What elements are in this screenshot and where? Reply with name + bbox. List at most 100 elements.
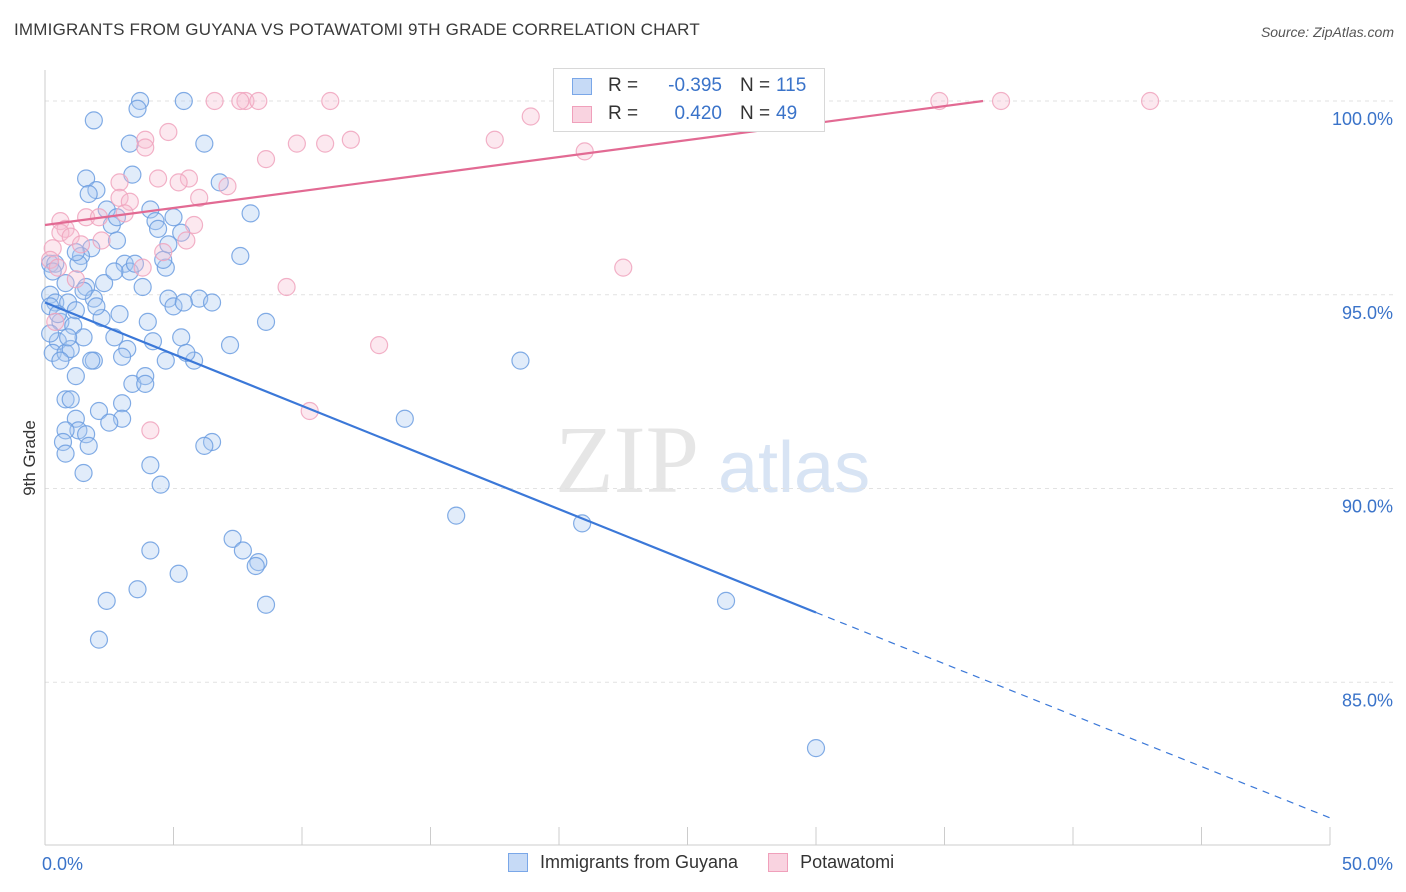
point-guyana: [241, 204, 260, 223]
y-tick-label: 95.0%: [1342, 303, 1393, 323]
point-guyana: [56, 274, 75, 293]
point-guyana: [61, 339, 80, 359]
point-potawatomi: [521, 107, 540, 126]
point-guyana: [120, 134, 139, 153]
point-potawatomi: [159, 122, 178, 142]
point-potawatomi: [277, 277, 296, 297]
legend-n-label: N =: [740, 103, 771, 124]
point-guyana: [136, 367, 155, 386]
point-guyana: [74, 328, 93, 347]
legend-item-potawatomi[interactable]: Potawatomi: [768, 852, 894, 873]
watermark: ZIP atlas: [555, 406, 870, 513]
point-potawatomi: [370, 336, 389, 355]
point-potawatomi: [256, 150, 276, 169]
point-potawatomi: [205, 91, 224, 111]
point-potawatomi: [169, 173, 188, 192]
point-guyana: [806, 739, 826, 758]
point-guyana: [56, 444, 75, 463]
point-potawatomi: [316, 134, 335, 153]
legend-r-value: -0.395: [668, 75, 722, 96]
legend-item-guyana[interactable]: Immigrants from Guyana: [508, 852, 738, 873]
point-potawatomi: [71, 235, 91, 254]
point-potawatomi: [41, 250, 60, 269]
legend-label-guyana: Immigrants from Guyana: [540, 852, 739, 872]
point-potawatomi: [249, 91, 268, 111]
point-guyana: [256, 312, 276, 331]
point-guyana: [151, 475, 170, 494]
point-guyana: [143, 332, 163, 351]
point-guyana: [110, 305, 129, 324]
legend-r-label: R =: [608, 103, 639, 124]
chart-title: IMMIGRANTS FROM GUYANA VS POTAWATOMI 9TH…: [14, 20, 700, 39]
x-tick-label: 0.0%: [42, 854, 83, 874]
point-potawatomi: [218, 177, 237, 196]
point-guyana: [56, 390, 75, 409]
point-guyana: [77, 169, 96, 188]
point-potawatomi: [51, 223, 70, 242]
point-guyana: [112, 394, 132, 413]
trend-line-potawatomi: [44, 99, 984, 227]
point-guyana: [87, 297, 106, 316]
axes: [44, 70, 1331, 846]
point-guyana: [64, 316, 83, 335]
point-guyana: [195, 134, 214, 153]
point-guyana: [195, 436, 214, 455]
point-guyana: [53, 432, 73, 452]
point-guyana: [66, 301, 85, 320]
point-guyana: [141, 541, 160, 560]
point-guyana: [89, 630, 109, 649]
point-potawatomi: [341, 130, 360, 149]
legend-swatch-potawatomi: [572, 105, 592, 123]
legend-r-label: R =: [608, 75, 639, 96]
watermark-atlas: atlas: [718, 428, 870, 508]
stats-legend: R = -0.395 N = 115 R = 0.420 N = 49: [553, 68, 825, 132]
chart-source: Source: ZipAtlas.com: [1260, 24, 1394, 40]
point-guyana: [79, 184, 98, 204]
y-axis-title: 9th Grade: [20, 420, 39, 496]
point-potawatomi: [66, 270, 85, 289]
point-potawatomi: [321, 91, 340, 111]
trend-line-guyana: [44, 301, 817, 614]
point-guyana: [148, 219, 168, 238]
point-potawatomi: [575, 142, 594, 161]
point-potawatomi: [136, 138, 155, 157]
point-guyana: [141, 456, 160, 475]
legend-label-potawatomi: Potawatomi: [800, 852, 895, 872]
point-guyana: [97, 591, 116, 610]
point-guyana: [92, 308, 111, 328]
point-guyana: [138, 312, 157, 331]
legend-n-value: 49: [776, 103, 798, 124]
legend-swatch-guyana: [508, 853, 528, 872]
point-guyana: [41, 324, 60, 343]
point-guyana: [174, 293, 193, 312]
y-tick-label: 85.0%: [1342, 690, 1393, 710]
point-guyana: [95, 274, 114, 293]
point-potawatomi: [231, 91, 250, 111]
point-guyana: [56, 421, 75, 440]
legend-swatch-guyana: [572, 77, 592, 95]
watermark-zip: ZIP: [555, 406, 699, 513]
point-guyana: [202, 293, 222, 312]
point-guyana: [511, 351, 530, 370]
trend-lines: [44, 99, 1331, 819]
point-potawatomi: [179, 169, 199, 188]
point-guyana: [77, 425, 96, 444]
point-potawatomi: [141, 421, 160, 440]
point-guyana: [107, 231, 127, 250]
point-potawatomi: [177, 231, 196, 250]
trend-line-guyana-extrapolated: [815, 611, 1331, 819]
point-guyana: [59, 328, 78, 347]
legend-r-value: 0.420: [674, 103, 722, 124]
point-potawatomi: [236, 91, 255, 111]
point-potawatomi: [92, 231, 111, 250]
point-guyana: [223, 529, 242, 548]
point-potawatomi: [190, 188, 209, 207]
series-legend: Immigrants from Guyana Potawatomi: [508, 852, 924, 873]
legend-swatch-potawatomi: [768, 853, 789, 872]
point-guyana: [66, 409, 85, 428]
point-guyana: [233, 541, 252, 560]
point-guyana: [133, 277, 152, 297]
legend-n-label: N =: [740, 75, 771, 96]
point-guyana: [447, 506, 466, 525]
